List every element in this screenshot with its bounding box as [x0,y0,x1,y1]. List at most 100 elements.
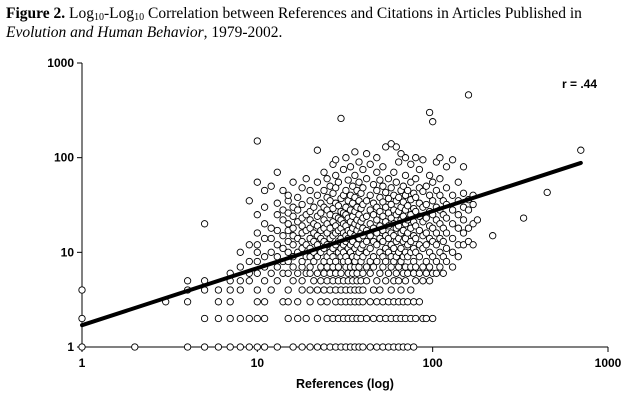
data-point [342,154,350,162]
data-point [412,263,420,271]
data-point [236,286,244,294]
caption-text-b: , 1979-2002. [203,24,283,41]
data-point [279,244,287,253]
data-point [267,248,275,256]
data-point [401,277,410,285]
caption-journal: Evolution and Human Behavior [6,24,204,41]
data-point [298,257,306,266]
data-point [226,314,234,323]
data-point [214,286,223,294]
data-point [407,286,415,294]
data-point [369,263,378,271]
data-point [284,237,292,246]
data-point [320,286,328,294]
figure-label: Figure 2. [6,5,66,22]
data-point [236,343,244,351]
data-point [422,200,430,209]
data-point [404,298,412,306]
data-point [279,216,287,224]
data-point [359,184,367,192]
data-point [337,269,345,277]
data-point [429,118,437,126]
data-point [284,248,292,256]
data-point [412,314,420,323]
data-point [429,178,437,186]
data-point [214,314,223,323]
data-point [373,241,381,249]
data-point [332,171,340,180]
data-point [429,224,437,232]
data-point [407,178,415,186]
data-point [373,343,381,351]
data-point [448,248,457,256]
data-point [342,186,350,195]
data-point [422,314,430,323]
data-point [298,222,306,230]
data-point [425,277,434,285]
data-point [369,211,378,219]
data-point [425,171,434,180]
data-point [519,214,528,222]
data-point [320,343,328,351]
data-point [432,269,441,277]
data-point [425,263,434,271]
data-point [337,114,345,123]
caption-log-subscript-1: 10 [93,12,104,23]
data-point [362,237,371,246]
data-point [362,197,371,205]
data-point [260,203,269,211]
data-point [253,229,261,237]
data-point [310,277,318,285]
data-points [78,91,585,351]
data-point [313,343,322,351]
data-point [313,178,322,186]
data-point [442,257,451,266]
data-point [384,194,393,203]
data-point [412,154,420,162]
data-point [379,163,387,171]
data-point [369,180,378,189]
data-point [310,203,318,211]
data-point [353,269,361,277]
data-point [436,154,444,162]
data-point [415,298,424,306]
data-point [454,253,462,261]
data-point [253,211,261,219]
data-point [373,168,381,176]
data-point [369,314,378,323]
data-point [422,182,430,190]
data-point [289,277,297,285]
data-point [284,209,292,217]
data-point [410,343,418,351]
data-point [236,277,244,285]
data-point [226,298,234,306]
data-point [412,193,420,202]
data-point [366,244,374,253]
data-point [436,175,444,183]
data-point [267,224,275,232]
data-point [404,202,412,210]
data-point [464,91,473,99]
data-point [294,269,302,277]
data-point [339,165,348,174]
data-point [397,150,405,158]
data-point [289,241,297,249]
data-point [320,269,328,277]
data-point [432,229,441,237]
data-point [78,286,86,294]
data-point [313,146,322,154]
data-point [306,298,314,306]
data-point [439,269,447,277]
data-point [310,257,318,266]
data-point [245,277,253,285]
data-point [294,314,302,323]
data-point [226,286,234,294]
data-point [273,343,281,351]
data-point [543,188,551,197]
data-point [253,178,261,186]
data-point [334,178,343,186]
data-point [253,241,261,249]
data-point [419,156,427,164]
data-point [320,186,328,195]
data-point [260,277,269,285]
